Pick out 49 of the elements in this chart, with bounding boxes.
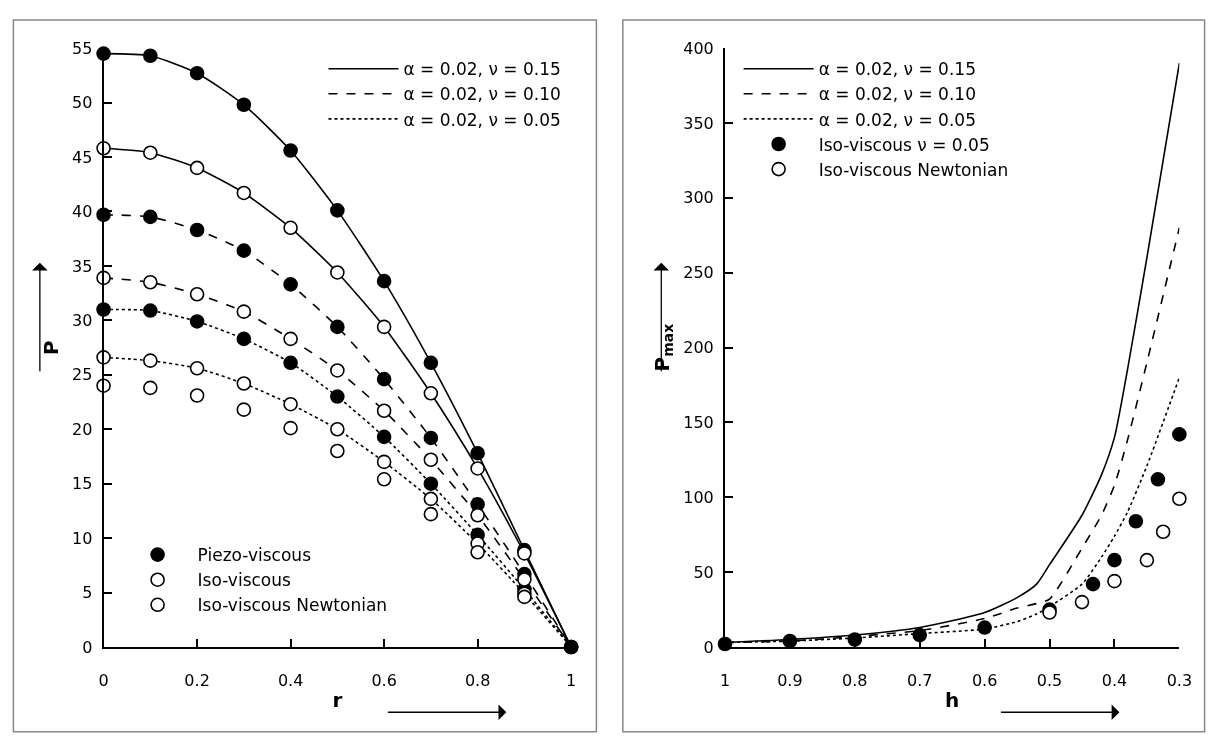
y-tick-label: 50 xyxy=(72,93,93,113)
legend-label: α = 0.02, ν = 0.05 xyxy=(403,109,561,130)
y-tick-label: 35 xyxy=(72,256,93,276)
x-tick-label: 0.9 xyxy=(777,671,803,691)
x-tick-label: 0.2 xyxy=(184,671,210,691)
x-tick-label: 0.4 xyxy=(277,671,304,691)
y-tick-label: 10 xyxy=(72,528,93,548)
y-tick-label: 250 xyxy=(683,263,714,283)
y-tick-label: 5 xyxy=(82,583,93,603)
y-tick-label: 400 xyxy=(683,38,714,58)
y-tick-label: 50 xyxy=(693,562,714,582)
legend-label: α = 0.02, ν = 0.15 xyxy=(818,59,976,80)
y-tick-label: 300 xyxy=(683,188,714,208)
y-tick-label: 150 xyxy=(683,413,714,433)
legend-label: Iso-viscous xyxy=(197,570,292,591)
legend-label: α = 0.02, ν = 0.10 xyxy=(818,84,976,105)
x-tick-label: 0.7 xyxy=(906,671,933,691)
legend-label: Iso-viscous ν = 0.05 xyxy=(818,134,990,155)
x-tick-label: 0.6 xyxy=(971,671,998,691)
y-tick-label: 45 xyxy=(72,147,93,167)
x-tick-label: 0.5 xyxy=(1036,671,1063,691)
y-tick-label: 350 xyxy=(683,113,714,133)
y-tick-label: 15 xyxy=(72,474,93,494)
legend-label: α = 0.02, ν = 0.05 xyxy=(818,109,976,130)
legend-label: Iso-viscous Newtonian xyxy=(197,595,388,616)
x-tick-label: 0.8 xyxy=(842,671,868,691)
x-tick-label: 1 xyxy=(719,671,731,691)
x-axis-title: r xyxy=(332,688,343,713)
x-tick-label: 0.4 xyxy=(1101,671,1128,691)
y-tick-label: 55 xyxy=(72,38,93,58)
x-tick-label: 0.6 xyxy=(371,671,397,691)
y-tick-label: 25 xyxy=(72,365,93,385)
y-axis-title: P xyxy=(39,340,63,355)
x-axis-title: h xyxy=(945,688,960,713)
legend-label: α = 0.02, ν = 0.10 xyxy=(403,84,561,105)
x-tick-label: 0.3 xyxy=(1166,671,1193,691)
legend-label: α = 0.02, ν = 0.15 xyxy=(403,59,561,80)
x-tick-label: 0 xyxy=(98,671,109,691)
x-tick-label: 1 xyxy=(566,671,577,691)
y-tick-label: 200 xyxy=(683,338,714,358)
y-tick-label: 20 xyxy=(72,419,93,439)
y-tick-label: 0 xyxy=(703,637,714,657)
legend-label: Piezo-viscous xyxy=(197,545,312,566)
legend-label: Iso-viscous Newtonian xyxy=(818,159,1009,180)
y-tick-label: 100 xyxy=(683,487,714,507)
y-tick-label: 30 xyxy=(72,310,93,330)
x-tick-label: 0.8 xyxy=(464,671,491,691)
y-tick-label: 40 xyxy=(72,202,93,222)
y-tick-label: 0 xyxy=(82,637,93,657)
